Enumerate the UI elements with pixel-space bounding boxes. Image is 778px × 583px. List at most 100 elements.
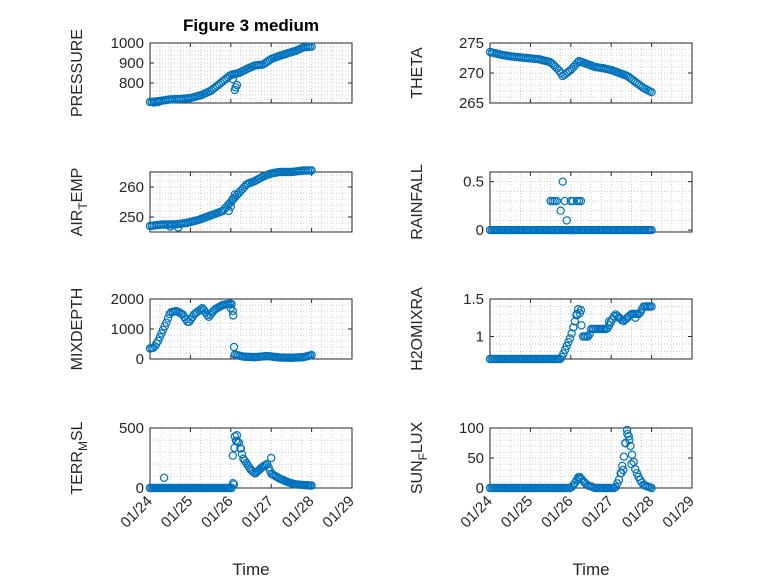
panel-terr_msl: 0 500 01/24 01/25 01/26 01/27 01/28 01/29 TERRMS… [69, 420, 358, 579]
y-tick-label: 260 [119, 179, 144, 196]
y-axis-label: PRESSURE [69, 29, 86, 117]
y-tick-label: 100 [459, 420, 484, 437]
series-markers [485, 425, 656, 493]
panel-pressure: 800 900 1000 PRESSURE [69, 29, 353, 117]
series-markers [485, 47, 656, 97]
data-point [577, 321, 586, 330]
panel-mixdepth: 0 1000 2000 MIXDEPTH [69, 288, 353, 371]
data-point [569, 323, 578, 332]
y-tick-label: 0 [476, 222, 484, 239]
x-tick-label: 01/28 [619, 493, 658, 532]
data-point [631, 313, 640, 322]
y-axis-label: MIXDEPTH [69, 288, 86, 371]
data-point [568, 196, 578, 206]
data-point [574, 474, 584, 484]
y-axis-label: AIRTEMP [69, 168, 90, 237]
data-point [556, 206, 565, 215]
data-point [159, 473, 169, 482]
data-point [230, 190, 240, 199]
data-point [267, 453, 276, 463]
axes-box [489, 298, 693, 360]
data-point [226, 303, 235, 313]
data-point [624, 432, 633, 441]
data-point [622, 425, 632, 435]
data-point [631, 465, 640, 474]
series-markers [485, 302, 656, 364]
data-point [576, 306, 586, 315]
data-point [307, 166, 316, 175]
data-point [570, 225, 580, 235]
panel-air_temp: 250 260 AIRTEMP [69, 166, 353, 237]
y-tick-label: 800 [119, 75, 144, 92]
data-point [307, 481, 316, 490]
x-tick-label: 01/25 [498, 493, 537, 532]
data-point [625, 435, 634, 445]
data-point [560, 345, 570, 354]
data-point [558, 177, 567, 186]
data-point [226, 202, 235, 211]
data-point [174, 223, 183, 232]
axes-box [149, 427, 353, 489]
y-tick-label: 50 [467, 450, 484, 467]
data-point [565, 334, 575, 343]
data-point [576, 196, 586, 206]
data-point [229, 480, 239, 489]
figure-title: Figure 3 medium [183, 16, 319, 35]
data-point [647, 483, 656, 493]
data-point [559, 349, 568, 358]
axes-box [149, 171, 353, 233]
data-point [228, 194, 238, 204]
y-tick-label: 0.5 [463, 174, 484, 191]
axes-box [149, 42, 353, 104]
data-point [236, 444, 246, 453]
data-point [560, 196, 569, 206]
x-axis-label: Time [572, 560, 609, 579]
data-point [228, 451, 238, 460]
data-point [149, 98, 159, 107]
data-point [554, 225, 563, 235]
data-point [202, 310, 212, 320]
x-tick-label: 01/26 [198, 493, 237, 532]
data-point [224, 206, 233, 216]
data-point [229, 342, 239, 352]
data-point [627, 459, 636, 469]
data-point [237, 449, 247, 459]
data-point [619, 452, 629, 461]
data-point [552, 196, 561, 206]
data-point [562, 341, 571, 351]
panel-theta: 265 270 275 THETA [409, 35, 693, 112]
data-point [307, 350, 316, 360]
y-axis-label: SUNFLUX [409, 422, 430, 495]
panel-h2omixra: 1 1.5 H2OMIXRA [409, 287, 693, 371]
y-tick-label: 1000 [111, 321, 144, 338]
x-tick-label: 01/28 [279, 493, 318, 532]
series-markers [145, 42, 316, 107]
series-markers [485, 177, 656, 235]
y-tick-label: 900 [119, 55, 144, 72]
y-axis-label: H2OMIXRA [409, 287, 426, 371]
x-tick-label: 01/29 [659, 493, 698, 532]
x-axis-label: Time [232, 560, 269, 579]
data-point [583, 332, 593, 341]
data-point [647, 302, 656, 311]
data-point [615, 313, 624, 322]
x-tick-label: 01/24 [457, 493, 496, 532]
y-axis-label: THETA [409, 47, 426, 99]
data-point [153, 97, 163, 107]
data-point [232, 431, 242, 440]
data-point [647, 87, 656, 97]
data-point [307, 42, 316, 51]
data-point [604, 317, 614, 326]
data-point [234, 438, 244, 447]
data-point [623, 429, 632, 439]
data-point [617, 468, 626, 478]
data-point [233, 437, 242, 446]
series-markers [145, 299, 316, 362]
x-tick-label: 01/25 [158, 493, 197, 532]
y-tick-label: 275 [459, 35, 484, 52]
data-point [232, 80, 242, 90]
y-tick-label: 1 [476, 329, 484, 346]
y-tick-label: 2000 [111, 291, 144, 308]
data-point [229, 311, 238, 320]
data-point [162, 318, 171, 327]
